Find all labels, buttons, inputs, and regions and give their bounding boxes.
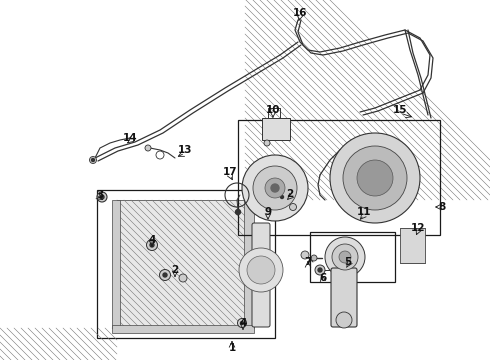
Text: 11: 11	[357, 207, 371, 217]
Circle shape	[264, 140, 270, 146]
Circle shape	[247, 256, 275, 284]
FancyBboxPatch shape	[252, 223, 270, 327]
Circle shape	[318, 268, 322, 272]
Bar	[238, 120, 440, 235]
Circle shape	[163, 273, 167, 277]
Circle shape	[265, 178, 285, 198]
Text: 9: 9	[265, 207, 271, 217]
Text: 1: 1	[228, 343, 236, 353]
Circle shape	[278, 193, 286, 201]
Bar	[400, 228, 425, 263]
Bar	[117, 200, 245, 328]
Circle shape	[325, 237, 365, 277]
Circle shape	[332, 244, 358, 270]
Bar	[244, 200, 254, 328]
Text: 17: 17	[222, 167, 237, 177]
Text: 6: 6	[319, 273, 327, 283]
Circle shape	[315, 265, 325, 275]
Bar	[112, 200, 120, 328]
Circle shape	[339, 251, 351, 263]
Text: 4: 4	[148, 235, 156, 245]
Circle shape	[160, 270, 171, 280]
Circle shape	[236, 210, 241, 215]
Circle shape	[343, 146, 407, 210]
Circle shape	[147, 239, 157, 251]
Bar	[97, 190, 275, 338]
Circle shape	[330, 133, 420, 223]
Circle shape	[280, 195, 284, 198]
Circle shape	[145, 145, 151, 151]
Circle shape	[241, 321, 244, 324]
Text: 2: 2	[286, 189, 294, 199]
Bar	[112, 325, 254, 333]
Circle shape	[100, 195, 104, 199]
Text: 13: 13	[178, 145, 192, 155]
Circle shape	[238, 319, 246, 328]
Text: 15: 15	[393, 105, 407, 115]
Text: 10: 10	[266, 105, 280, 115]
Text: 16: 16	[293, 8, 307, 18]
Circle shape	[239, 248, 283, 292]
Text: 12: 12	[411, 223, 425, 233]
Bar	[262, 118, 290, 140]
Circle shape	[357, 160, 393, 196]
Text: 7: 7	[304, 257, 312, 267]
Text: 3: 3	[97, 190, 103, 200]
Circle shape	[271, 184, 279, 192]
Text: 2: 2	[172, 265, 179, 275]
Text: 5: 5	[344, 257, 352, 267]
Text: 14: 14	[122, 133, 137, 143]
Circle shape	[311, 255, 317, 261]
Circle shape	[336, 312, 352, 328]
Circle shape	[253, 166, 297, 210]
Circle shape	[242, 155, 308, 221]
Text: 8: 8	[439, 202, 445, 212]
Circle shape	[179, 274, 187, 282]
Bar	[310, 232, 395, 282]
Circle shape	[97, 192, 107, 202]
Circle shape	[290, 203, 296, 211]
Text: 4: 4	[239, 318, 246, 328]
Circle shape	[301, 251, 309, 259]
Circle shape	[90, 157, 97, 163]
Circle shape	[150, 243, 154, 247]
FancyBboxPatch shape	[331, 268, 357, 327]
Circle shape	[92, 158, 95, 162]
